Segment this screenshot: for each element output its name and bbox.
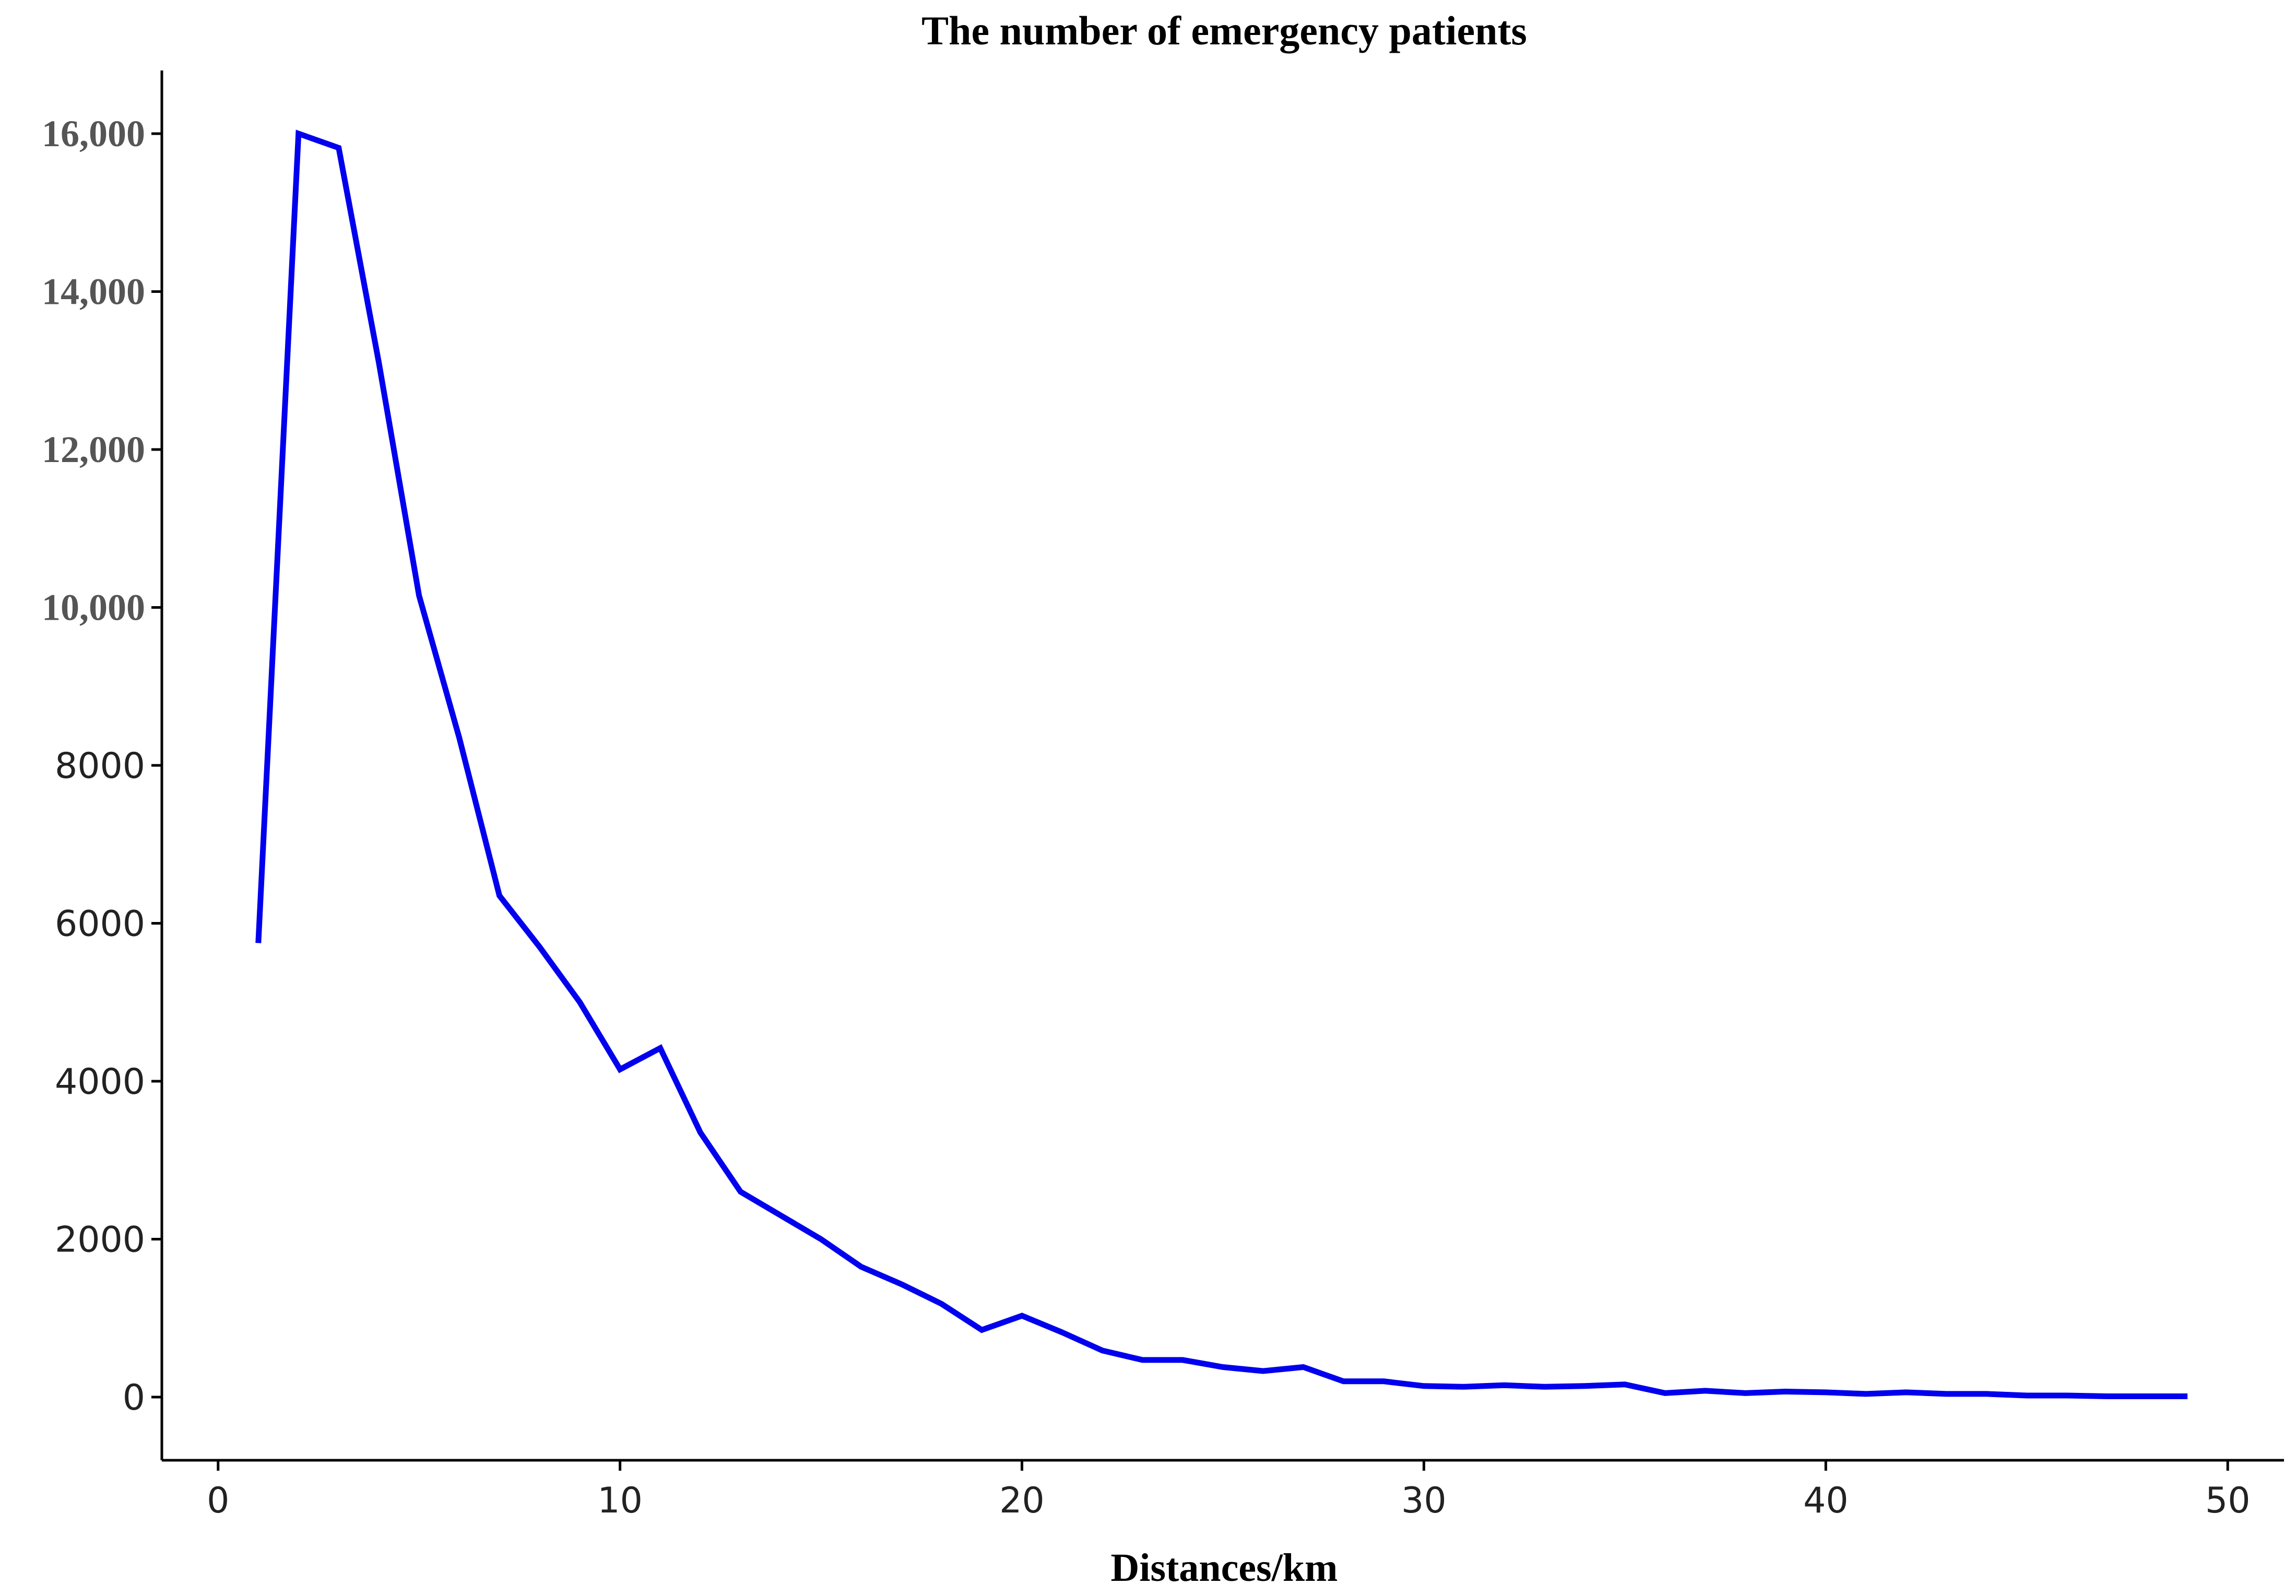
y-tick-label: 10,000 [42, 587, 145, 629]
y-tick-label: 6000 [55, 904, 145, 945]
x-tick-label: 30 [1401, 1480, 1447, 1521]
y-ticks: 0 2000 4000 6000 8000 10,000 12,000 14,000 16,00… [42, 113, 162, 1418]
data-point [1221, 1365, 1225, 1369]
y-tick-label: 2000 [55, 1220, 145, 1261]
data-point [337, 146, 341, 150]
series-line [255, 129, 2188, 1399]
data-point [699, 1130, 703, 1134]
data-point [1301, 1365, 1305, 1369]
data-point [1663, 1391, 1667, 1395]
data-point [1341, 1379, 1345, 1384]
data-point [1462, 1385, 1466, 1389]
data-point [618, 1067, 622, 1071]
y-tick-label: 16,000 [42, 113, 145, 155]
data-point [1904, 1390, 1908, 1394]
data-point [1743, 1391, 1747, 1395]
data-point [2185, 1394, 2190, 1398]
x-ticks: 0 10 20 30 40 50 [207, 1460, 2250, 1521]
x-tick-label: 40 [1803, 1480, 1849, 1521]
data-point [578, 1000, 582, 1004]
y-tick-label: 8000 [55, 746, 145, 787]
data-point [1582, 1384, 1587, 1388]
data-point [1261, 1369, 1265, 1373]
data-point [1623, 1382, 1627, 1387]
y-tick-label: 12,000 [42, 429, 145, 470]
data-point [1381, 1379, 1386, 1384]
data-point [859, 1264, 863, 1269]
data-point [256, 941, 261, 945]
data-point [1100, 1349, 1105, 1353]
x-tick-label: 10 [597, 1480, 643, 1521]
data-point [739, 1190, 743, 1194]
data-point [1020, 1314, 1024, 1318]
data-point [1703, 1389, 1707, 1393]
data-point [900, 1282, 904, 1286]
x-tick-label: 50 [2205, 1480, 2251, 1521]
data-point [940, 1302, 944, 1306]
y-tick-label: 0 [123, 1377, 145, 1418]
x-tick-label: 0 [207, 1480, 229, 1521]
data-point [498, 894, 502, 898]
x-tick-label: 20 [999, 1480, 1045, 1521]
data-point [1783, 1389, 1788, 1393]
data-point [2065, 1393, 2069, 1398]
data-point [2145, 1394, 2149, 1398]
y-tick-label: 4000 [55, 1061, 145, 1103]
chart-title: The number of emergency patients [921, 8, 1527, 53]
data-point [980, 1328, 984, 1332]
data-point [2025, 1393, 2029, 1398]
axes [160, 70, 2284, 1462]
data-point [1864, 1392, 1868, 1396]
data-point [538, 945, 542, 949]
data-point [1502, 1383, 1506, 1387]
data-point [457, 736, 461, 740]
data-point [1141, 1358, 1145, 1362]
data-point [1060, 1330, 1064, 1334]
data-point [779, 1213, 783, 1217]
data-point [1824, 1390, 1828, 1394]
x-axis-label: Distances/km [1111, 1546, 1338, 1590]
data-point [417, 594, 421, 598]
data-point [1181, 1358, 1185, 1362]
data-point [1944, 1392, 1948, 1396]
data-point [297, 132, 301, 136]
data-point [1984, 1392, 1989, 1396]
data-point [1542, 1385, 1546, 1389]
y-tick-label: 14,000 [42, 271, 145, 313]
data-point [658, 1046, 662, 1050]
data-point [1422, 1384, 1426, 1388]
series-layer [255, 129, 2190, 1399]
data-point [377, 361, 381, 365]
data-point [819, 1237, 823, 1242]
data-point [2105, 1394, 2109, 1398]
